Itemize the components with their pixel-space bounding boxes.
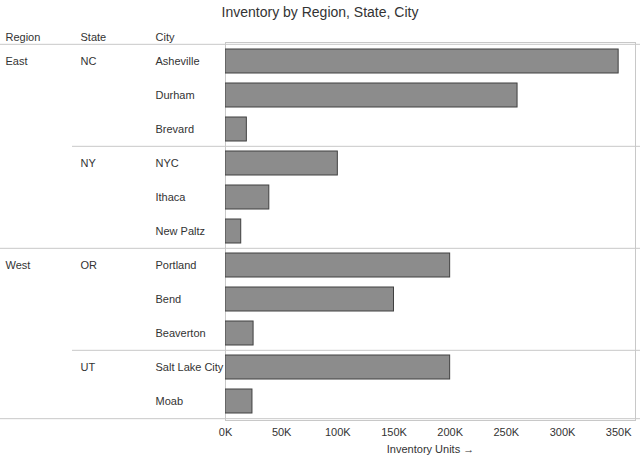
svg-text:West: West [6,259,31,271]
svg-text:150K: 150K [381,426,407,438]
svg-text:Inventory Units →: Inventory Units → [387,443,474,455]
svg-text:50K: 50K [272,426,292,438]
svg-text:Durham: Durham [156,89,195,101]
svg-text:NYC: NYC [156,157,179,169]
svg-text:East: East [6,55,28,67]
svg-text:NY: NY [81,157,97,169]
svg-text:Ithaca: Ithaca [156,191,187,203]
svg-text:New Paltz: New Paltz [156,225,206,237]
svg-text:0K: 0K [219,426,233,438]
svg-text:UT: UT [81,361,96,373]
svg-text:City: City [156,31,175,43]
svg-text:300K: 300K [550,426,576,438]
svg-text:Salt Lake City: Salt Lake City [156,361,224,373]
svg-text:Asheville: Asheville [156,55,200,67]
svg-text:State: State [81,31,107,43]
svg-text:250K: 250K [493,426,519,438]
svg-text:OR: OR [81,259,98,271]
svg-text:350K: 350K [606,426,632,438]
svg-text:Moab: Moab [156,395,184,407]
html-text:Inventory by Region, State, Ci: Inventory by Region, State, City [221,4,419,20]
svg-text:200K: 200K [437,426,463,438]
svg-text:Region: Region [6,31,41,43]
svg-text:Beaverton: Beaverton [156,327,206,339]
svg-text:Bend: Bend [156,293,182,305]
svg-text:NC: NC [81,55,97,67]
svg-text:100K: 100K [325,426,351,438]
svg-text:Brevard: Brevard [156,123,195,135]
svg-text:Portland: Portland [156,259,197,271]
